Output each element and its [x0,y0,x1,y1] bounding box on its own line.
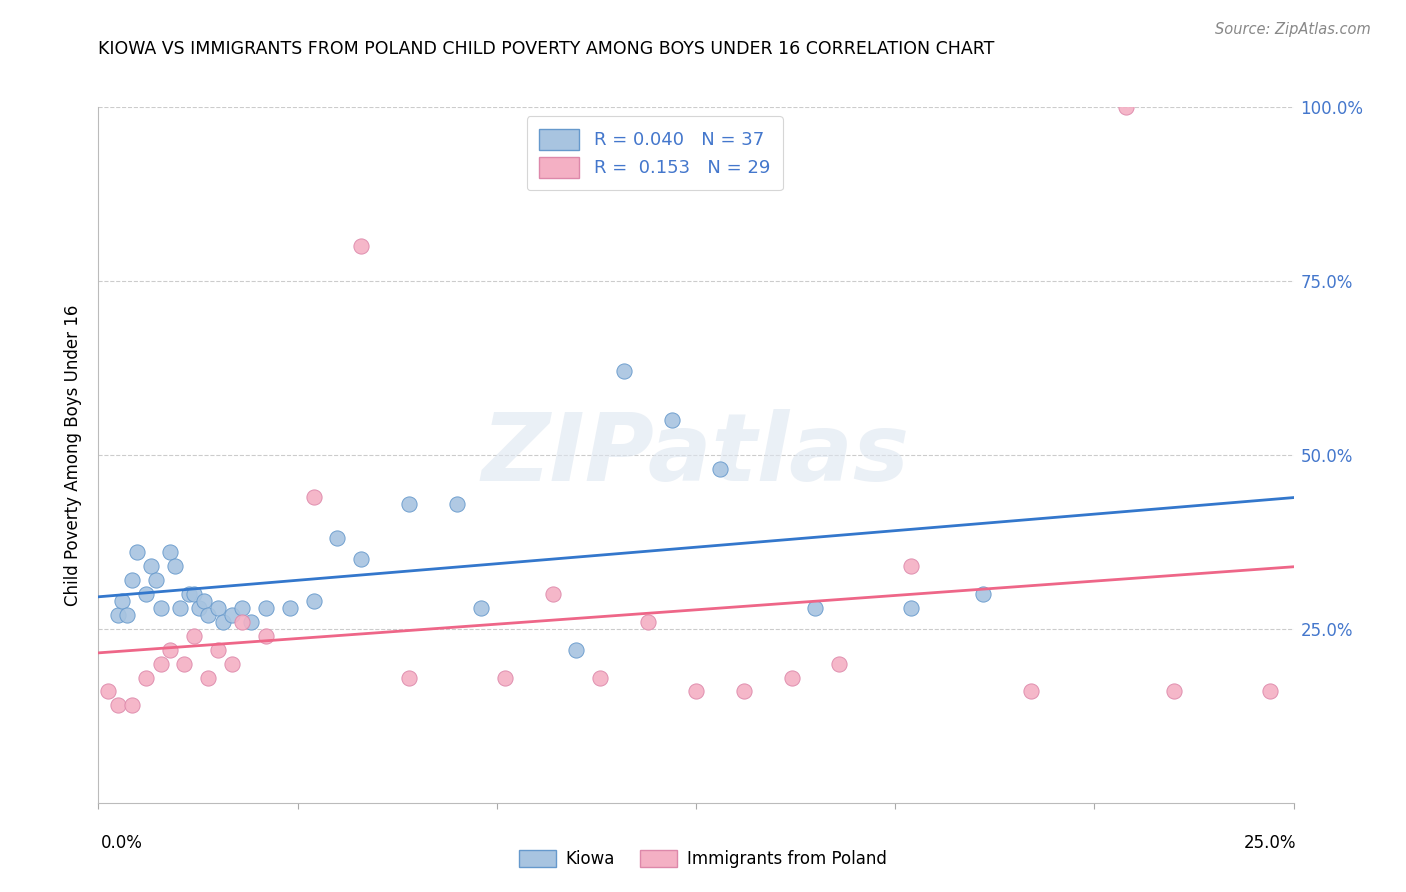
Text: ZIPatlas: ZIPatlas [482,409,910,501]
Point [121,573,143,587]
Point [145,573,167,587]
Point [179,587,201,601]
Point [780,671,803,685]
Point [197,607,219,622]
Point [207,601,229,615]
Point [1163,684,1185,698]
Text: 25.0%: 25.0% [1244,834,1296,852]
Point [139,559,162,574]
Point [159,545,181,559]
Point [613,364,636,378]
Point [1019,684,1042,698]
Text: Source: ZipAtlas.com: Source: ZipAtlas.com [1215,22,1371,37]
Point [111,594,134,608]
Point [197,671,219,685]
Text: KIOWA VS IMMIGRANTS FROM POLAND CHILD POVERTY AMONG BOYS UNDER 16 CORRELATION CH: KIOWA VS IMMIGRANTS FROM POLAND CHILD PO… [98,40,995,58]
Point [187,601,209,615]
Point [231,615,253,629]
Point [97,684,120,698]
Point [121,698,143,713]
Point [661,413,683,427]
Point [470,601,492,615]
Point [193,594,215,608]
Legend: Kiowa, Immigrants from Poland: Kiowa, Immigrants from Poland [513,843,893,875]
Point [804,601,827,615]
Point [685,684,707,698]
Point [173,657,195,671]
Point [1258,684,1281,698]
Point [589,671,612,685]
Point [211,615,233,629]
Point [541,587,564,601]
Point [709,462,731,476]
Point [398,671,420,685]
Point [221,607,243,622]
Point [115,607,138,622]
Point [125,545,148,559]
Point [637,615,659,629]
Point [828,657,851,671]
Point [350,239,373,253]
Point [107,607,129,622]
Point [733,684,755,698]
Point [302,594,325,608]
Point [350,552,373,566]
Point [149,601,172,615]
Point [900,601,922,615]
Point [972,587,994,601]
Point [183,587,205,601]
Point [302,490,325,504]
Point [1115,100,1137,114]
Legend: R = 0.040   N = 37, R =  0.153   N = 29: R = 0.040 N = 37, R = 0.153 N = 29 [527,116,783,190]
Text: 0.0%: 0.0% [101,834,143,852]
Point [565,642,588,657]
Point [159,642,181,657]
Point [149,657,172,671]
Point [169,601,191,615]
Point [900,559,922,574]
Point [107,698,129,713]
Point [494,671,516,685]
Point [254,601,277,615]
Point [163,559,186,574]
Point [221,657,243,671]
Point [183,629,205,643]
Point [240,615,263,629]
Y-axis label: Child Poverty Among Boys Under 16: Child Poverty Among Boys Under 16 [65,304,83,606]
Point [207,642,229,657]
Point [446,497,468,511]
Point [326,532,349,546]
Point [231,601,253,615]
Point [398,497,420,511]
Point [254,629,277,643]
Point [135,671,157,685]
Point [135,587,157,601]
Point [278,601,301,615]
